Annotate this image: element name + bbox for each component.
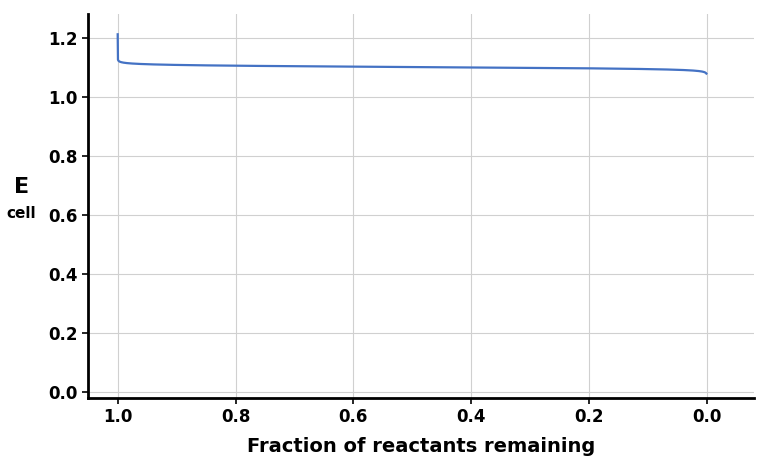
Text: E: E: [14, 177, 29, 196]
X-axis label: Fraction of reactants remaining: Fraction of reactants remaining: [247, 437, 595, 456]
Text: cell: cell: [7, 206, 36, 221]
